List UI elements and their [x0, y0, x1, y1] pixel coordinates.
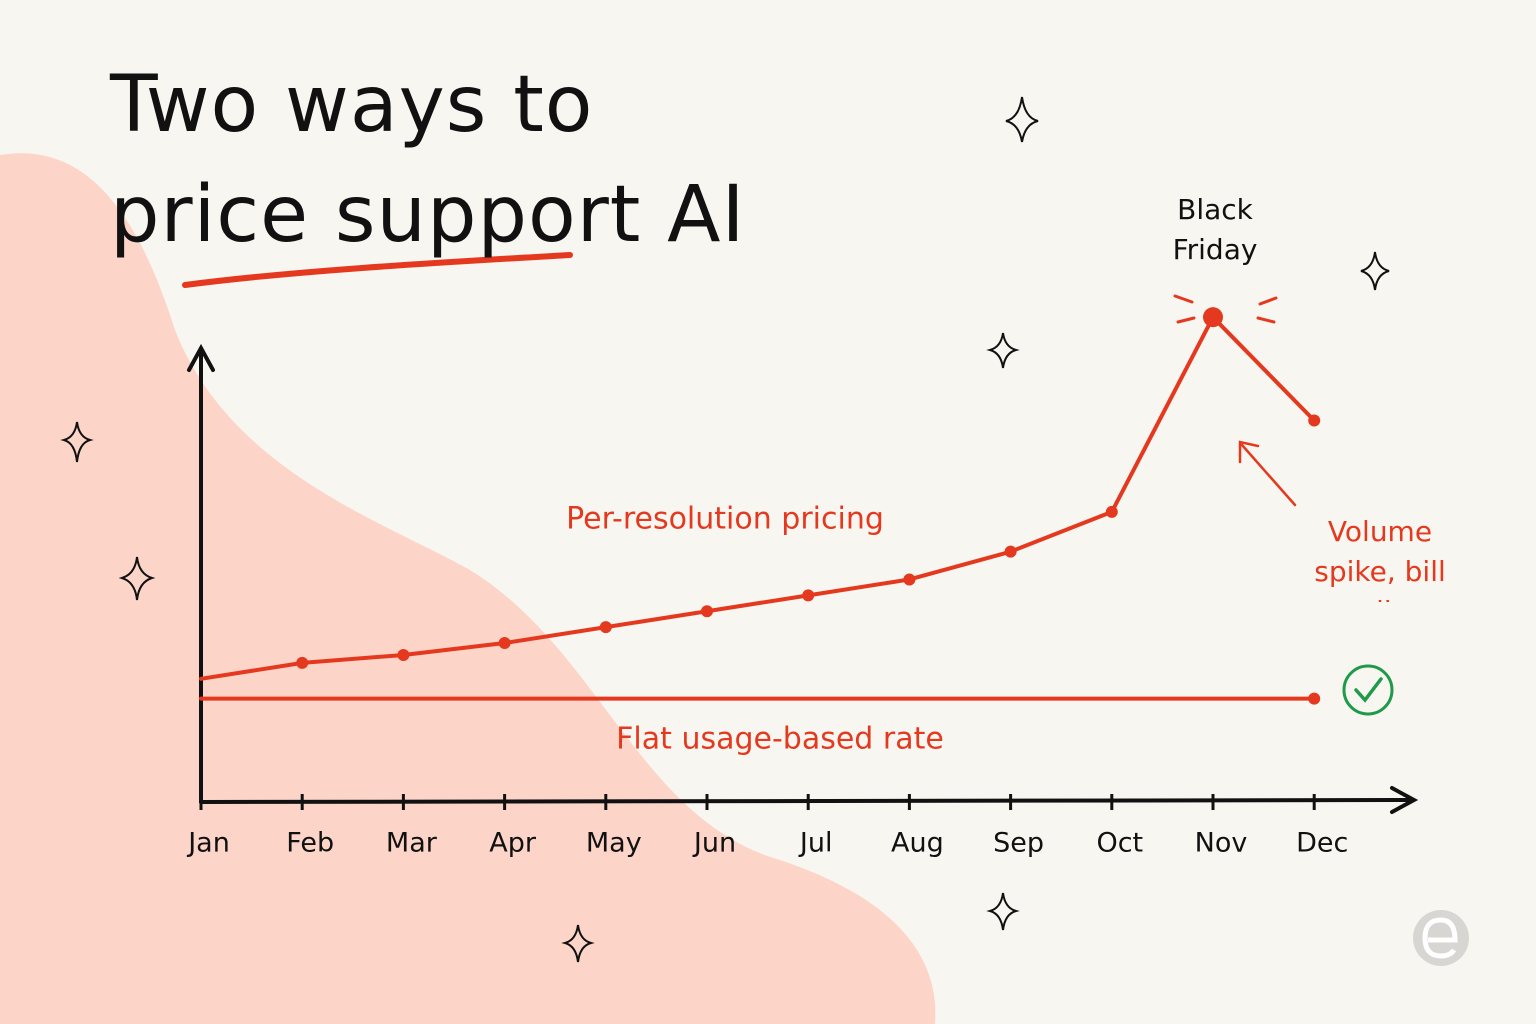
data-point [701, 605, 713, 618]
annotation: Volume spike, bill spike [1314, 515, 1446, 602]
data-point [802, 589, 815, 602]
x-tick-label: Nov [1195, 828, 1248, 859]
x-tick-label: Jun [692, 828, 736, 859]
x-tick-label: Dec [1296, 828, 1348, 859]
check-icon [1342, 664, 1394, 716]
x-tick-label: Aug [891, 828, 944, 859]
annotation-text: Volume spike, bill spike [1314, 515, 1446, 602]
x-tick-label: Mar [386, 828, 438, 859]
annotation: Black Friday [1172, 193, 1258, 266]
spike-lines [1173, 294, 1278, 324]
series-label: Flat usage-based rate [616, 722, 944, 757]
title-underline [182, 252, 573, 288]
x-tick-label: Sep [993, 828, 1044, 859]
data-point [1308, 692, 1321, 705]
data-point [1203, 307, 1223, 328]
x-tick-label: Feb [286, 828, 334, 859]
sparkles [60, 96, 1390, 963]
x-tick-label: Oct [1096, 828, 1143, 859]
background-blob [0, 153, 936, 1024]
data-point [1308, 414, 1321, 427]
x-tick-label: Jan [186, 828, 230, 859]
chart-title: Two ways to price support AI [110, 60, 746, 260]
x-tick-label: Apr [489, 828, 537, 859]
y-axis [187, 343, 215, 804]
data-point [599, 621, 612, 634]
x-tick-label: Jul [798, 828, 833, 859]
annotation-arrow [1238, 440, 1297, 507]
data-point [498, 637, 511, 650]
logo [1413, 910, 1469, 966]
data-point [397, 648, 410, 661]
data-point [1004, 545, 1017, 558]
data-point [1105, 505, 1118, 518]
series-label: Per-resolution pricing [566, 502, 884, 537]
data-point [903, 573, 916, 586]
x-tick-label: May [586, 828, 642, 859]
series-line [199, 315, 1317, 681]
data-point [296, 656, 309, 669]
annotation-text: Black Friday [1172, 193, 1258, 266]
